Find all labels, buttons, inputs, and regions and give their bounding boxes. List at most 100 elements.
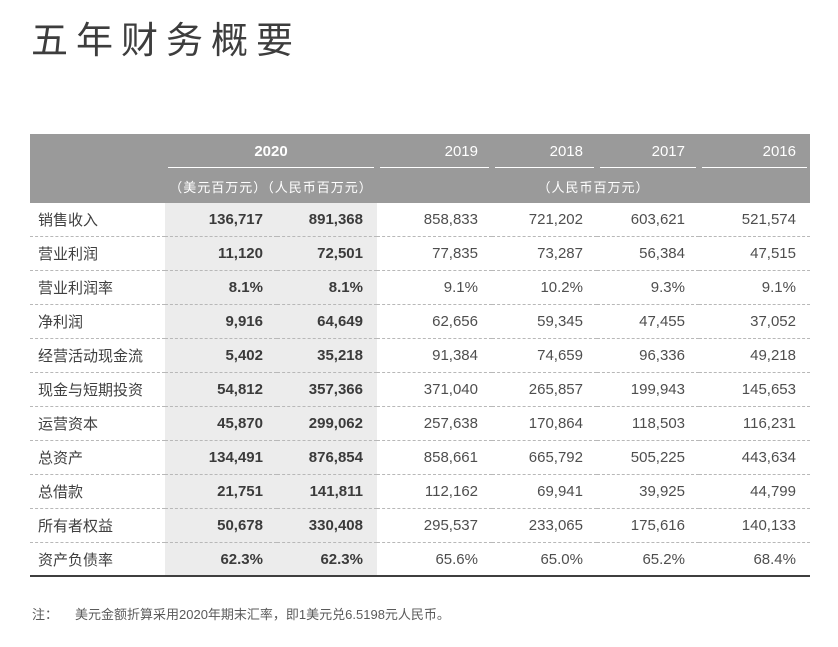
cell-2017: 96,336 <box>597 339 699 373</box>
header-year-2016: 2016 <box>699 134 810 168</box>
cell-2016: 145,653 <box>699 373 810 407</box>
header-units-prior: （人民币百万元） <box>377 168 810 203</box>
table-row: 销售收入 136,717 891,368 858,833 721,202 603… <box>30 203 810 237</box>
cell-2019: 65.6% <box>377 543 492 577</box>
cell-2018: 265,857 <box>492 373 597 407</box>
table-row: 经营活动现金流 5,402 35,218 91,384 74,659 96,33… <box>30 339 810 373</box>
cell-usd-2020: 134,491 <box>165 441 277 475</box>
row-label: 净利润 <box>30 305 165 339</box>
cell-usd-2020: 62.3% <box>165 543 277 577</box>
cell-usd-2020: 11,120 <box>165 237 277 271</box>
cell-2018: 233,065 <box>492 509 597 543</box>
cell-2016: 140,133 <box>699 509 810 543</box>
cell-2017: 39,925 <box>597 475 699 509</box>
cell-2019: 858,833 <box>377 203 492 237</box>
cell-usd-2020: 9,916 <box>165 305 277 339</box>
row-label: 营业利润 <box>30 237 165 271</box>
cell-2018: 73,287 <box>492 237 597 271</box>
cell-2017: 56,384 <box>597 237 699 271</box>
cell-2017: 65.2% <box>597 543 699 577</box>
table-row: 营业利润率 8.1% 8.1% 9.1% 10.2% 9.3% 9.1% <box>30 271 810 305</box>
cell-rmb-2020: 891,368 <box>277 203 377 237</box>
row-label: 销售收入 <box>30 203 165 237</box>
cell-2017: 175,616 <box>597 509 699 543</box>
cell-2017: 505,225 <box>597 441 699 475</box>
cell-usd-2020: 8.1% <box>165 271 277 305</box>
cell-2017: 199,943 <box>597 373 699 407</box>
cell-rmb-2020: 330,408 <box>277 509 377 543</box>
header-year-2018: 2018 <box>492 134 597 168</box>
cell-rmb-2020: 35,218 <box>277 339 377 373</box>
table-header: 2020 2019 2018 2017 2016 （美元百万元）（人民币百万元）… <box>30 134 810 203</box>
cell-2017: 9.3% <box>597 271 699 305</box>
header-year-2017: 2017 <box>597 134 699 168</box>
cell-2018: 74,659 <box>492 339 597 373</box>
cell-2019: 371,040 <box>377 373 492 407</box>
cell-2018: 721,202 <box>492 203 597 237</box>
cell-2019: 295,537 <box>377 509 492 543</box>
cell-usd-2020: 21,751 <box>165 475 277 509</box>
cell-usd-2020: 50,678 <box>165 509 277 543</box>
cell-usd-2020: 5,402 <box>165 339 277 373</box>
five-year-financial-table: 2020 2019 2018 2017 2016 （美元百万元）（人民币百万元）… <box>30 134 810 577</box>
cell-2019: 9.1% <box>377 271 492 305</box>
cell-2019: 77,835 <box>377 237 492 271</box>
header-year-2019: 2019 <box>377 134 492 168</box>
cell-rmb-2020: 64,649 <box>277 305 377 339</box>
cell-usd-2020: 136,717 <box>165 203 277 237</box>
table-row: 资产负债率 62.3% 62.3% 65.6% 65.0% 65.2% 68.4… <box>30 543 810 577</box>
footnote: 注： 美元金额折算采用2020年期末汇率，即1美元兑6.5198元人民币。 <box>32 604 450 623</box>
cell-rmb-2020: 876,854 <box>277 441 377 475</box>
footnote-label: 注： <box>32 607 59 622</box>
cell-2018: 59,345 <box>492 305 597 339</box>
table-body: 销售收入 136,717 891,368 858,833 721,202 603… <box>30 203 810 577</box>
cell-usd-2020: 45,870 <box>165 407 277 441</box>
cell-rmb-2020: 8.1% <box>277 271 377 305</box>
cell-rmb-2020: 62.3% <box>277 543 377 577</box>
cell-2017: 47,455 <box>597 305 699 339</box>
cell-2018: 170,864 <box>492 407 597 441</box>
cell-2018: 10.2% <box>492 271 597 305</box>
cell-rmb-2020: 141,811 <box>277 475 377 509</box>
cell-2019: 112,162 <box>377 475 492 509</box>
cell-2016: 47,515 <box>699 237 810 271</box>
cell-rmb-2020: 299,062 <box>277 407 377 441</box>
row-label: 营业利润率 <box>30 271 165 305</box>
header-units-row: （美元百万元）（人民币百万元） （人民币百万元） <box>30 168 810 203</box>
cell-2017: 118,503 <box>597 407 699 441</box>
page-title: 五年财务概要 <box>31 20 301 61</box>
header-years-row: 2020 2019 2018 2017 2016 <box>30 134 810 168</box>
row-label: 现金与短期投资 <box>30 373 165 407</box>
header-spacer <box>30 134 165 168</box>
cell-2019: 62,656 <box>377 305 492 339</box>
table-row: 现金与短期投资 54,812 357,366 371,040 265,857 1… <box>30 373 810 407</box>
header-spacer <box>30 168 165 203</box>
cell-2016: 68.4% <box>699 543 810 577</box>
row-label: 所有者权益 <box>30 509 165 543</box>
cell-2017: 603,621 <box>597 203 699 237</box>
cell-2016: 49,218 <box>699 339 810 373</box>
header-year-2020: 2020 <box>165 134 377 168</box>
table-row: 运营资本 45,870 299,062 257,638 170,864 118,… <box>30 407 810 441</box>
table-row: 总资产 134,491 876,854 858,661 665,792 505,… <box>30 441 810 475</box>
cell-2019: 858,661 <box>377 441 492 475</box>
footnote-text: 美元金额折算采用2020年期末汇率，即1美元兑6.5198元人民币。 <box>75 607 450 622</box>
table-row: 所有者权益 50,678 330,408 295,537 233,065 175… <box>30 509 810 543</box>
row-label: 总借款 <box>30 475 165 509</box>
cell-2018: 665,792 <box>492 441 597 475</box>
cell-2018: 69,941 <box>492 475 597 509</box>
row-label: 总资产 <box>30 441 165 475</box>
row-label: 资产负债率 <box>30 543 165 577</box>
table-row: 总借款 21,751 141,811 112,162 69,941 39,925… <box>30 475 810 509</box>
cell-2016: 521,574 <box>699 203 810 237</box>
cell-2019: 91,384 <box>377 339 492 373</box>
cell-2016: 116,231 <box>699 407 810 441</box>
cell-2016: 9.1% <box>699 271 810 305</box>
header-units-2020: （美元百万元）（人民币百万元） <box>165 168 377 203</box>
cell-2019: 257,638 <box>377 407 492 441</box>
row-label: 运营资本 <box>30 407 165 441</box>
table-row: 营业利润 11,120 72,501 77,835 73,287 56,384 … <box>30 237 810 271</box>
table-row: 净利润 9,916 64,649 62,656 59,345 47,455 37… <box>30 305 810 339</box>
cell-rmb-2020: 72,501 <box>277 237 377 271</box>
